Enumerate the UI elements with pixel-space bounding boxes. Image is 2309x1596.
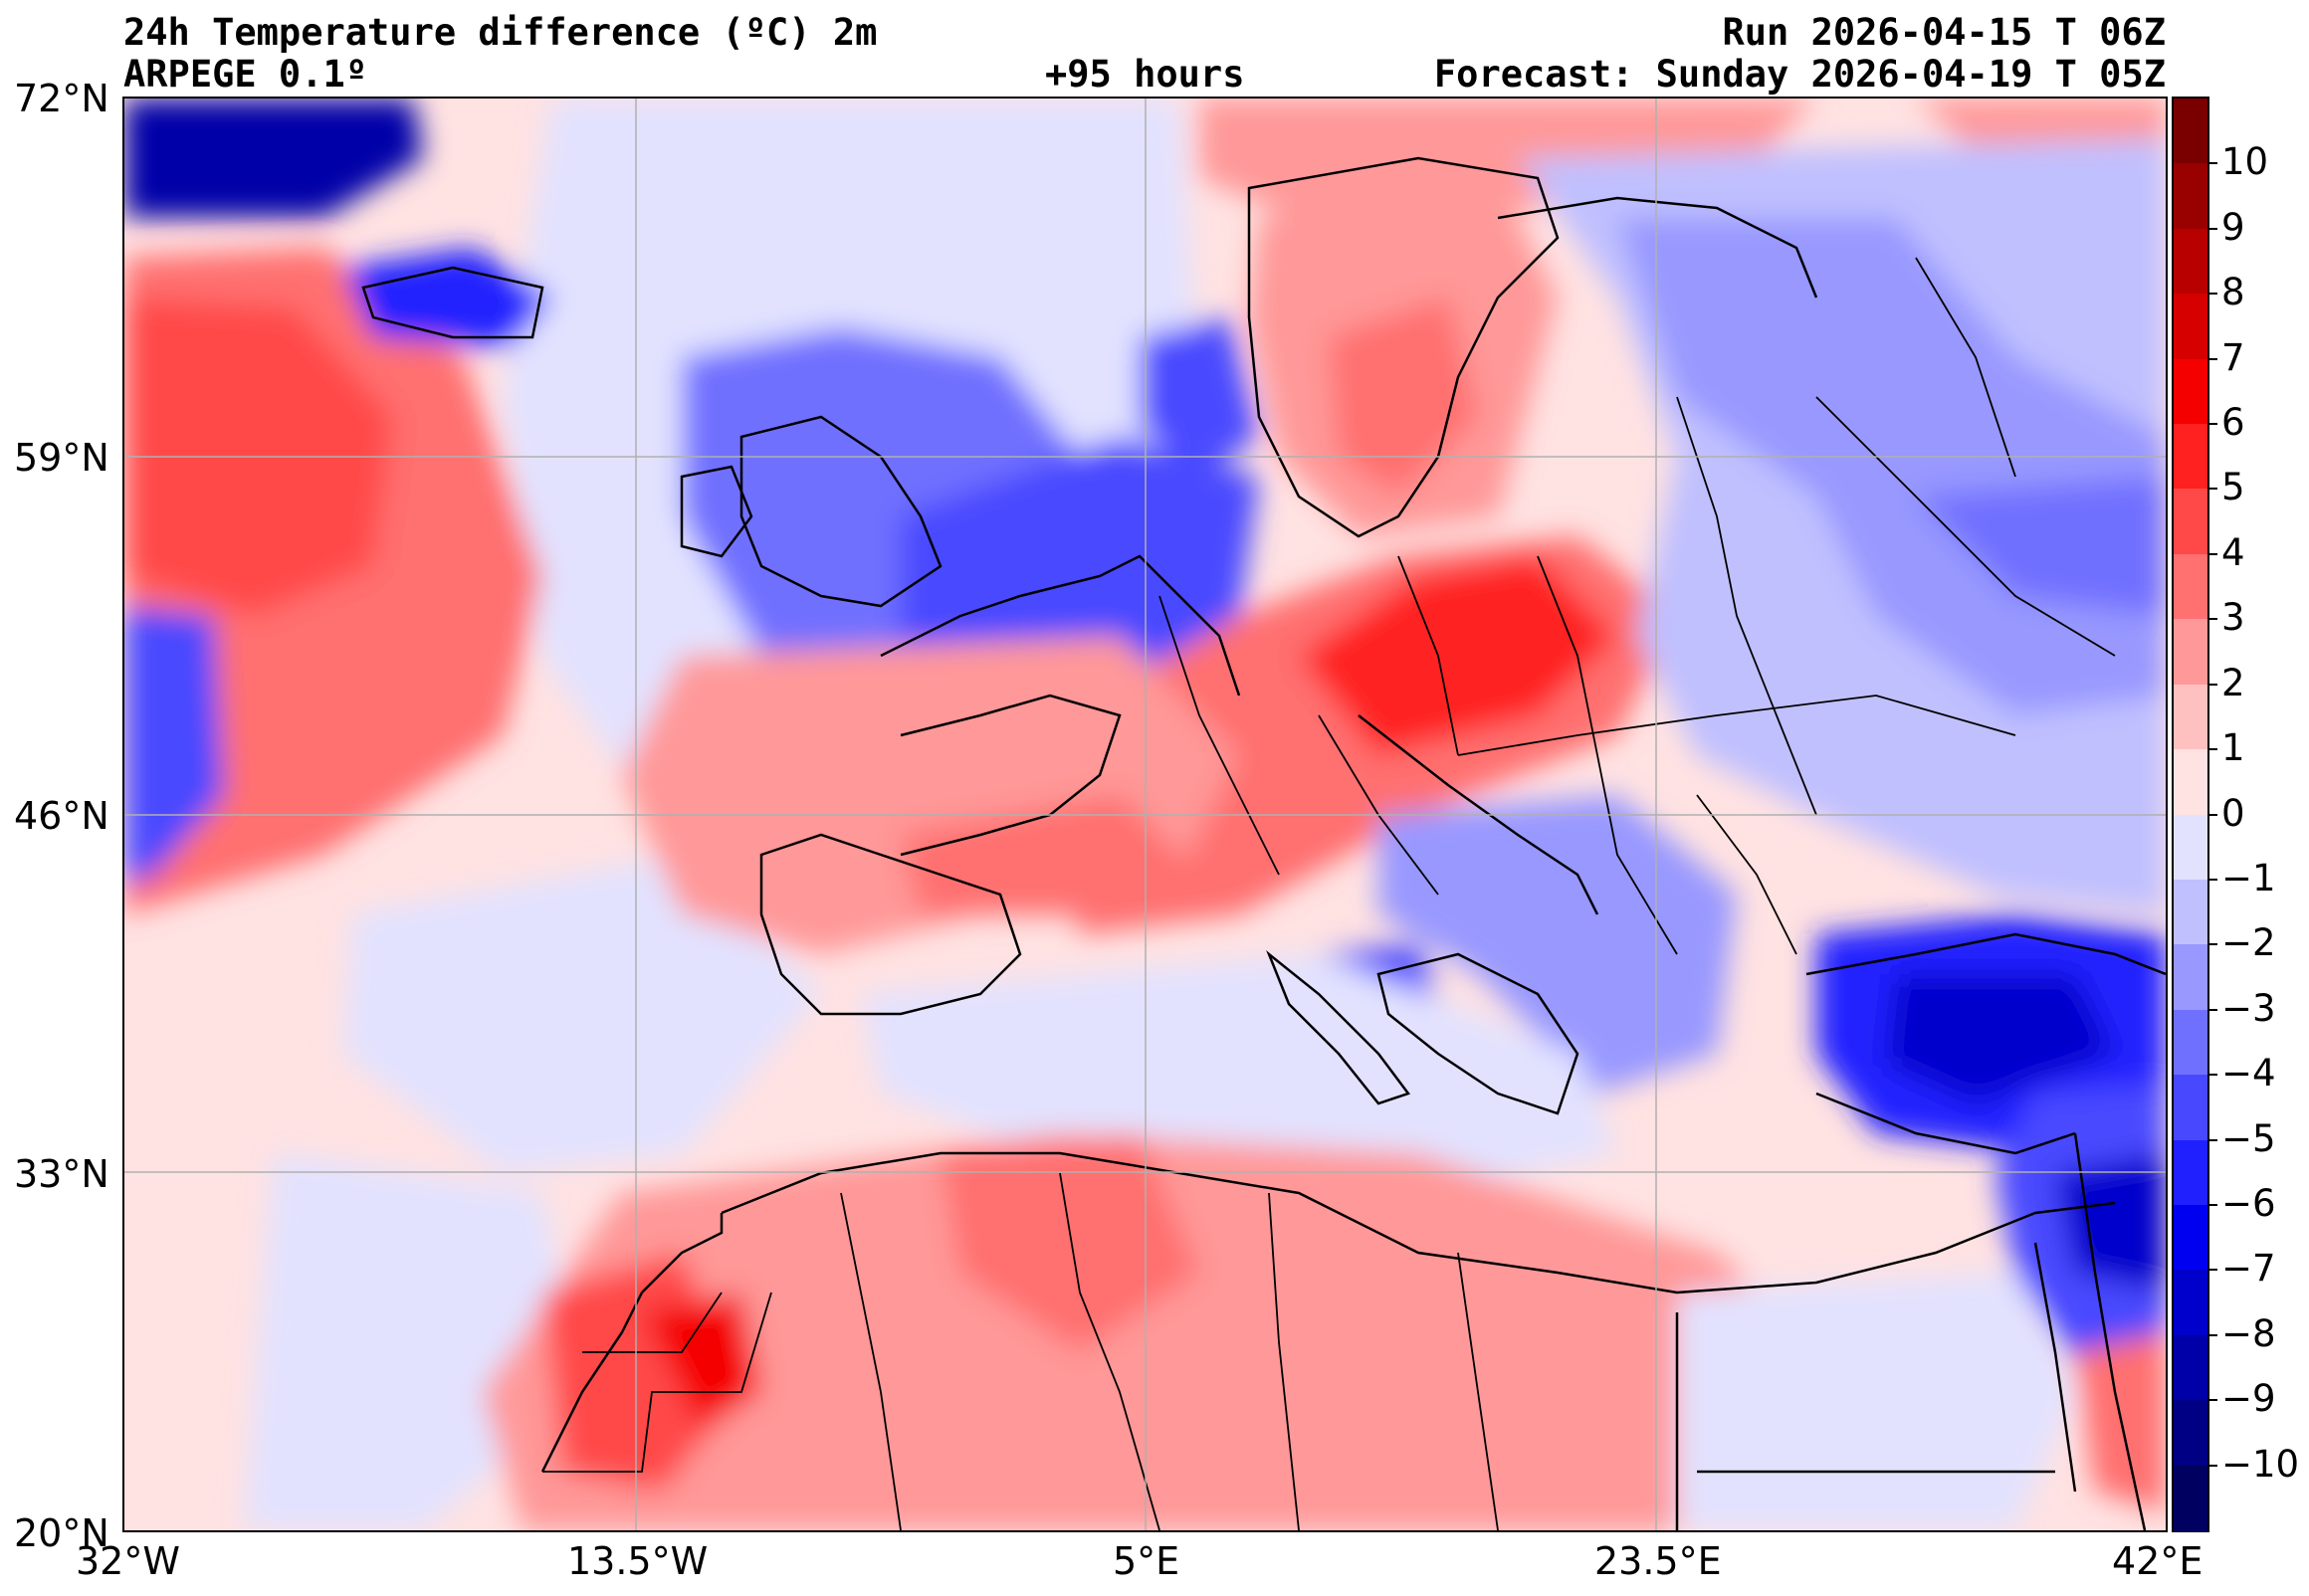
colorbar-segment [2174,294,2207,360]
coastline-group [361,156,2166,1530]
lat-label-72n: 72°N [14,77,109,120]
colorbar-tick-mark [2209,683,2217,686]
colorbar-tick-mark [2209,162,2217,165]
colorbar-segment [2174,424,2207,491]
colorbar-segment [2174,1465,2207,1531]
colorbar-tick-mark [2209,878,2217,881]
lon-label-32w: 32°W [76,1539,180,1583]
colorbar-tick-label: 8 [2221,271,2245,314]
lead-time: +95 hours [1045,53,1245,96]
colorbar-tick-mark [2209,227,2217,230]
colorbar-tick-label: −3 [2221,986,2276,1030]
lat-label-59n: 59°N [14,436,109,480]
title-line1: 24h Temperature difference (ºC) 2m [123,11,878,54]
lat-label-20n: 20°N [14,1511,109,1555]
colorbar-tick-label: 7 [2221,335,2245,379]
colorbar [2172,97,2209,1532]
colorbar-tick-label: 6 [2221,401,2245,445]
colorbar-tick-label: −5 [2221,1116,2276,1160]
colorbar-tick-mark [2209,1269,2217,1272]
colorbar-tick-label: 2 [2221,661,2245,704]
colorbar-tick-mark [2209,1074,2217,1077]
colorbar-segment [2174,553,2207,620]
colorbar-tick-label: −4 [2221,1052,2276,1096]
colorbar-segment [2174,814,2207,881]
colorbar-tick-mark [2209,1008,2217,1011]
colorbar-tick-label: 1 [2221,726,2245,770]
colorbar-tick-mark [2209,423,2217,426]
colorbar-tick-mark [2209,357,2217,360]
colorbar-tick-mark [2209,1138,2217,1141]
colorbar-tick-label: 3 [2221,596,2245,640]
colorbar-tick-mark [2209,813,2217,816]
colorbar-tick-label: −9 [2221,1377,2276,1421]
colorbar-segment [2174,749,2207,816]
colorbar-tick-label: −10 [2221,1442,2300,1486]
map-panel[interactable] [122,97,2168,1532]
colorbar-tick-mark [2209,293,2217,296]
colorbar-tick-label: −1 [2221,856,2276,899]
colorbar-tick-mark [2209,943,2217,946]
colorbar-tick-mark [2209,1464,2217,1467]
colorbar-tick-label: 9 [2221,205,2245,249]
colorbar-segment [2174,1204,2207,1271]
colorbar-segment [2174,1334,2207,1401]
colorbar-tick-mark [2209,1333,2217,1336]
colorbar-tick-label: 0 [2221,791,2245,835]
colorbar-tick-mark [2209,748,2217,751]
colorbar-segment [2174,684,2207,750]
lon-label-13-5w: 13.5°W [567,1539,709,1583]
colorbar-tick-label: −6 [2221,1181,2276,1225]
colorbar-segment [2174,1075,2207,1141]
colorbar-tick-label: 10 [2221,140,2269,184]
colorbar-tick-mark [2209,552,2217,555]
colorbar-segment [2174,619,2207,686]
lon-label-23-5e: 23.5°E [1594,1539,1722,1583]
colorbar-segment [2174,99,2207,164]
temperature-difference-map [124,99,2166,1530]
lon-label-5e: 5°E [1113,1539,1180,1583]
colorbar-segment [2174,1009,2207,1076]
colorbar-segment [2174,1400,2207,1467]
gridlines [124,99,2166,1530]
colorbar-tick-mark [2209,488,2217,491]
colorbar-segment [2174,879,2207,945]
colorbar-segment [2174,1139,2207,1206]
colorbar-segment [2174,1270,2207,1336]
forecast-time: Forecast: Sunday 2026-04-19 T 05Z [1433,53,2166,96]
colorbar-segment [2174,228,2207,295]
lat-label-46n: 46°N [14,794,109,838]
colorbar-tick-label: −2 [2221,921,2276,965]
colorbar-tick-label: −7 [2221,1247,2276,1291]
colorbar-segment [2174,358,2207,425]
colorbar-segment [2174,489,2207,555]
colorbar-tick-mark [2209,1203,2217,1206]
colorbar-segment [2174,163,2207,230]
run-time: Run 2026-04-15 T 06Z [1722,11,2166,54]
colorbar-tick-label: −8 [2221,1311,2276,1355]
lat-label-33n: 33°N [14,1152,109,1196]
colorbar-tick-mark [2209,618,2217,621]
model-name: ARPEGE 0.1º [123,53,368,96]
lon-label-42e: 42°E [2112,1539,2204,1583]
colorbar-segment [2174,944,2207,1011]
colorbar-tick-label: 5 [2221,466,2245,509]
colorbar-tick-mark [2209,1399,2217,1402]
colorbar-tick-label: 4 [2221,530,2245,574]
